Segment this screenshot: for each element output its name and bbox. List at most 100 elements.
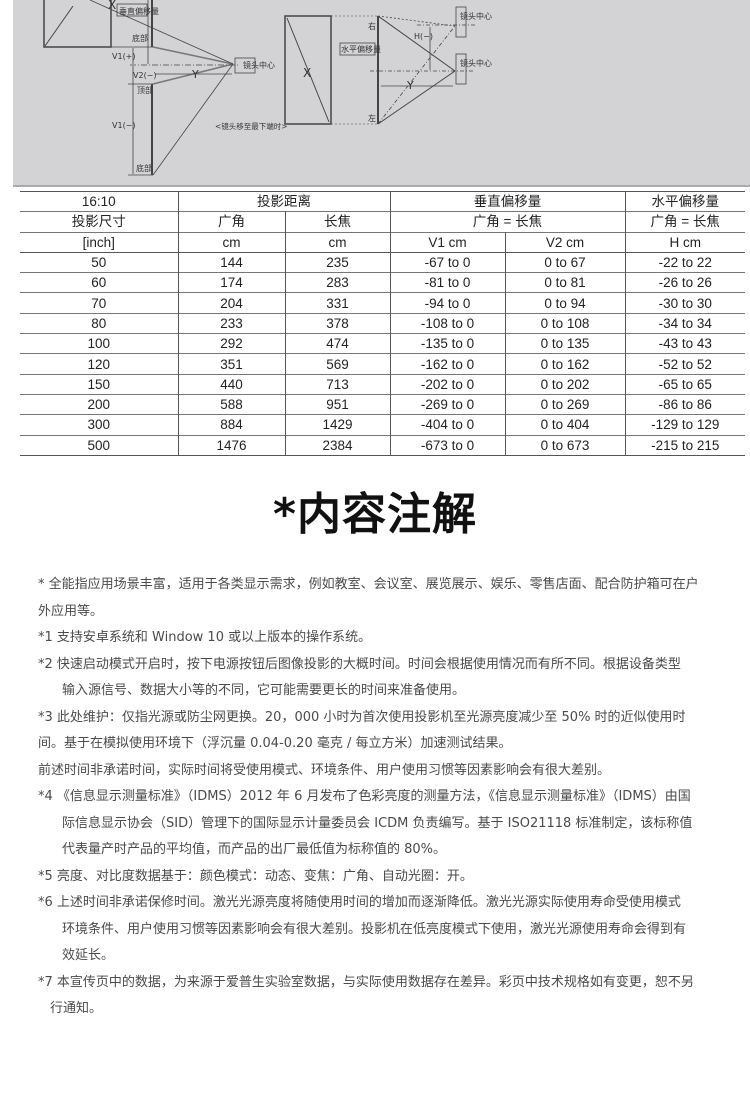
note-line: *5 亮度、对比度数据基于：颜色模式：动态、变焦：广角、自动光圈：开。 — [38, 868, 473, 884]
table-cell: 351 — [177, 353, 286, 375]
header-row: [inch] cm cm V1 cm V2 cm H cm — [20, 232, 745, 253]
note-line: 际信息显示协会（SID）管理下的国际显示计量委员会 ICDM 负责编写。基于 I… — [62, 815, 693, 831]
table-cell: 50 — [20, 252, 179, 273]
note-line: *4 《信息显示测量标准》（IDMS）2012 年 6 月发布了色彩亮度的测量方… — [38, 789, 691, 804]
table-cell: -26 to 26 — [624, 272, 745, 293]
table-cell: 200 — [20, 394, 179, 415]
table-cell: 0 to 673 — [504, 435, 626, 456]
bottom-label-top: 底部 — [132, 33, 148, 43]
left-label: 左 — [368, 113, 376, 123]
note-item: *2 快速启动模式开启时，按下电源按钮后图像投影的大概时间。时间会根据使用情况而… — [38, 652, 738, 705]
lens-icon-bottom — [455, 53, 467, 85]
screen-label: X — [108, 0, 116, 12]
table-cell: -202 to 0 — [389, 374, 506, 395]
note-item: *4 《信息显示测量标准》（IDMS）2012 年 6 月发布了色彩亮度的测量方… — [38, 784, 738, 864]
table-cell: -215 to 215 — [624, 435, 745, 456]
table-cell: -129 to 129 — [624, 414, 745, 436]
header-cell: 广角 = 长焦 — [624, 211, 745, 233]
table-cell: 0 to 404 — [504, 414, 626, 436]
table-cell: 0 to 67 — [504, 252, 626, 273]
lens-center-label: 镜头中心 — [243, 60, 275, 70]
table-cell: 951 — [284, 394, 391, 415]
note-line: 间。基于在模拟使用环境下（浮沉量 0.04-0.20 毫克 / 每立方米）加速测… — [38, 736, 512, 751]
table-cell: 713 — [284, 374, 391, 395]
distance-label: Y — [191, 68, 199, 81]
table-cell: 70 — [20, 292, 179, 314]
h-minus-label: H(−) — [414, 32, 433, 41]
table-cell: -135 to 0 — [389, 333, 506, 354]
table-cell: 174 — [177, 272, 286, 293]
table-cell: 1476 — [177, 435, 286, 456]
table-cell: -404 to 0 — [389, 414, 506, 436]
table-cell: -43 to 43 — [624, 333, 745, 354]
table-cell: 120 — [20, 353, 179, 375]
note-line: 代表量产时产品的平均值，而产品的出厂最低值为标称值的 80%。 — [62, 842, 447, 857]
header-cell: 广角 = 长焦 — [389, 211, 626, 233]
lens-center-top-label: 镜头中心 — [460, 11, 492, 21]
note-item: * 全能指应用场景丰富，适用于各类显示需求，例如教室、会议室、展览展示、娱乐、零… — [38, 572, 738, 625]
note-item: *1 支持安卓系统和 Window 10 或以上版本的操作系统。 — [38, 625, 738, 652]
table-cell: 440 — [177, 374, 286, 395]
header-row: 投影尺寸 广角 长焦 广角 = 长焦 广角 = 长焦 — [20, 211, 745, 233]
note-line: *7 本宣传页中的数据，为来源于爱普生实验室数据，与实际使用数据存在差异。彩页中… — [38, 974, 694, 990]
note-line: *3 此处维护：仅指光源或防尘网更换。20，000 小时为首次使用投影机至光源亮… — [38, 709, 686, 725]
top-label: 顶部 — [137, 85, 153, 95]
table-cell: 500 — [20, 435, 179, 456]
note-line: * 全能指应用场景丰富，适用于各类显示需求，例如教室、会议室、展览展示、娱乐、零… — [38, 577, 699, 592]
table-cell: -162 to 0 — [389, 353, 506, 375]
table-cell: 569 — [284, 353, 391, 375]
table-cell: 204 — [177, 292, 286, 314]
header-cell: [inch] — [20, 232, 179, 253]
header-cell: V1 cm — [389, 232, 506, 253]
table-cell: 60 — [20, 272, 179, 293]
table-cell: -86 to 86 — [624, 394, 745, 415]
v1-minus-label: V1(−) — [112, 121, 136, 130]
table-cell: 80 — [20, 313, 179, 334]
table-cell: -67 to 0 — [389, 252, 506, 273]
table-cell: 0 to 135 — [504, 333, 626, 354]
note-line: 输入源信号、数据大小等的不同，它可能需要更长的时间来准备使用。 — [62, 683, 466, 698]
note-item: *3 此处维护：仅指光源或防尘网更换。20，000 小时为首次使用投影机至光源亮… — [38, 705, 738, 785]
table-cell: -81 to 0 — [389, 272, 506, 293]
lens-center-bottom-label: 镜头中心 — [460, 58, 492, 68]
table-cell: 474 — [284, 333, 391, 354]
bottom-label: 底部 — [136, 163, 152, 173]
note-line: 效延长。 — [62, 948, 115, 963]
header-cell: 长焦 — [284, 211, 391, 233]
horizontal-offset-label: 水平偏移量 — [341, 44, 381, 54]
table-cell: 0 to 81 — [504, 272, 626, 293]
table-cell: 331 — [284, 292, 391, 314]
table-cell: 0 to 269 — [504, 394, 626, 415]
notes-section: * 全能指应用场景丰富，适用于各类显示需求，例如教室、会议室、展览展示、娱乐、零… — [38, 572, 738, 1023]
screen-label-right: X — [303, 66, 311, 80]
table-cell: -22 to 22 — [624, 252, 745, 273]
table-cell: -65 to 65 — [624, 374, 745, 395]
note-line: 外应用等。 — [38, 603, 104, 619]
lens-icon-top — [455, 6, 467, 38]
distance-label-right: Y — [406, 79, 414, 92]
horizontal-offset-diagram — [284, 6, 475, 125]
note-line: 行通知。 — [50, 1001, 103, 1016]
header-cell: H cm — [624, 232, 745, 253]
projection-distance-table: 16:10 投影距离 垂直偏移量 水平偏移量 投影尺寸 广角 长焦 广角 = 长… — [20, 191, 745, 456]
table-cell: -34 to 34 — [624, 313, 745, 334]
note-line: *6 上述时间非承诺保修时间。激光光源亮度将随使用时间的增加而逐渐降低。激光光源… — [38, 895, 681, 910]
diagram-background — [13, 0, 750, 186]
table-cell: 144 — [177, 252, 286, 273]
lens-icon — [234, 57, 256, 74]
header-cell: 16:10 — [20, 191, 179, 212]
header-cell: V2 cm — [504, 232, 626, 253]
header-cell: 垂直偏移量 — [389, 191, 626, 212]
table-cell: 1429 — [284, 414, 391, 436]
note-item: *7 本宣传页中的数据，为来源于爱普生实验室数据，与实际使用数据存在差异。彩页中… — [38, 970, 738, 1023]
table-cell: 0 to 94 — [504, 292, 626, 314]
table-cell: 378 — [284, 313, 391, 334]
table-cell: -30 to 30 — [624, 292, 745, 314]
